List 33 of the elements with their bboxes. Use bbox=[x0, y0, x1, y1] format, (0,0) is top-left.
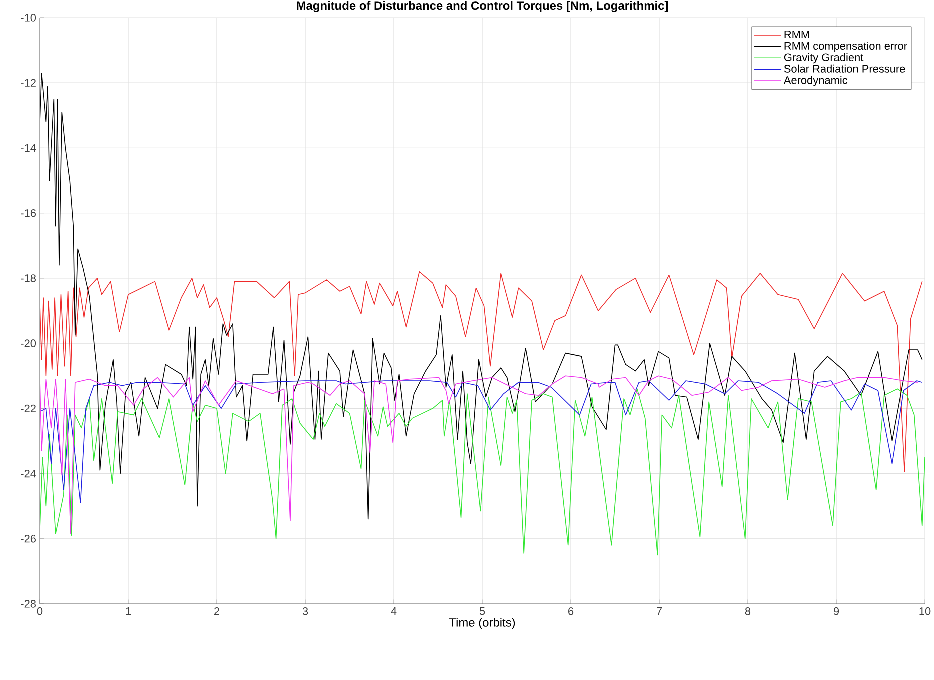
legend-label: Solar Radiation Pressure bbox=[784, 64, 906, 73]
y-tick-label: -28 bbox=[21, 600, 36, 608]
x-tick-label: 6 bbox=[568, 608, 574, 616]
line-series bbox=[40, 388, 926, 556]
y-tick-label: -24 bbox=[21, 470, 36, 478]
y-tick-label: -20 bbox=[21, 340, 36, 348]
x-tick-label: 0 bbox=[37, 608, 43, 616]
y-tick-label: -26 bbox=[21, 535, 36, 543]
legend-label: RMM compensation error bbox=[784, 42, 908, 52]
x-tick-label: 8 bbox=[745, 608, 751, 616]
y-tick-label: -22 bbox=[21, 404, 36, 412]
x-axis-title: Time (orbits) bbox=[449, 618, 516, 630]
line-series bbox=[40, 376, 918, 534]
y-tick-label: -14 bbox=[21, 144, 36, 152]
line-series bbox=[40, 380, 923, 504]
line-series bbox=[40, 72, 923, 520]
x-tick-label: 5 bbox=[480, 608, 486, 616]
x-tick-label: 3 bbox=[302, 608, 308, 616]
legend-label: RMM bbox=[784, 30, 810, 39]
x-tick-label: 9 bbox=[834, 608, 840, 616]
x-tick-label: 7 bbox=[657, 608, 662, 616]
x-tick-label: 2 bbox=[214, 608, 220, 616]
x-tick-label: 1 bbox=[126, 608, 132, 616]
y-tick-label: -18 bbox=[21, 274, 36, 282]
legend-label: Gravity Gradient bbox=[784, 53, 864, 64]
y-tick-label: -12 bbox=[21, 79, 36, 87]
x-tick-label: 10 bbox=[920, 608, 931, 616]
chart-title: Magnitude of Disturbance and Control Torques [Nm, Logarithmic] bbox=[297, 1, 668, 12]
y-tick-label: -16 bbox=[21, 209, 36, 218]
x-tick-label: 4 bbox=[391, 608, 397, 616]
line-series bbox=[40, 272, 923, 473]
y-tick-label: -10 bbox=[21, 14, 36, 22]
legend-label: Aerodynamic bbox=[784, 76, 848, 86]
